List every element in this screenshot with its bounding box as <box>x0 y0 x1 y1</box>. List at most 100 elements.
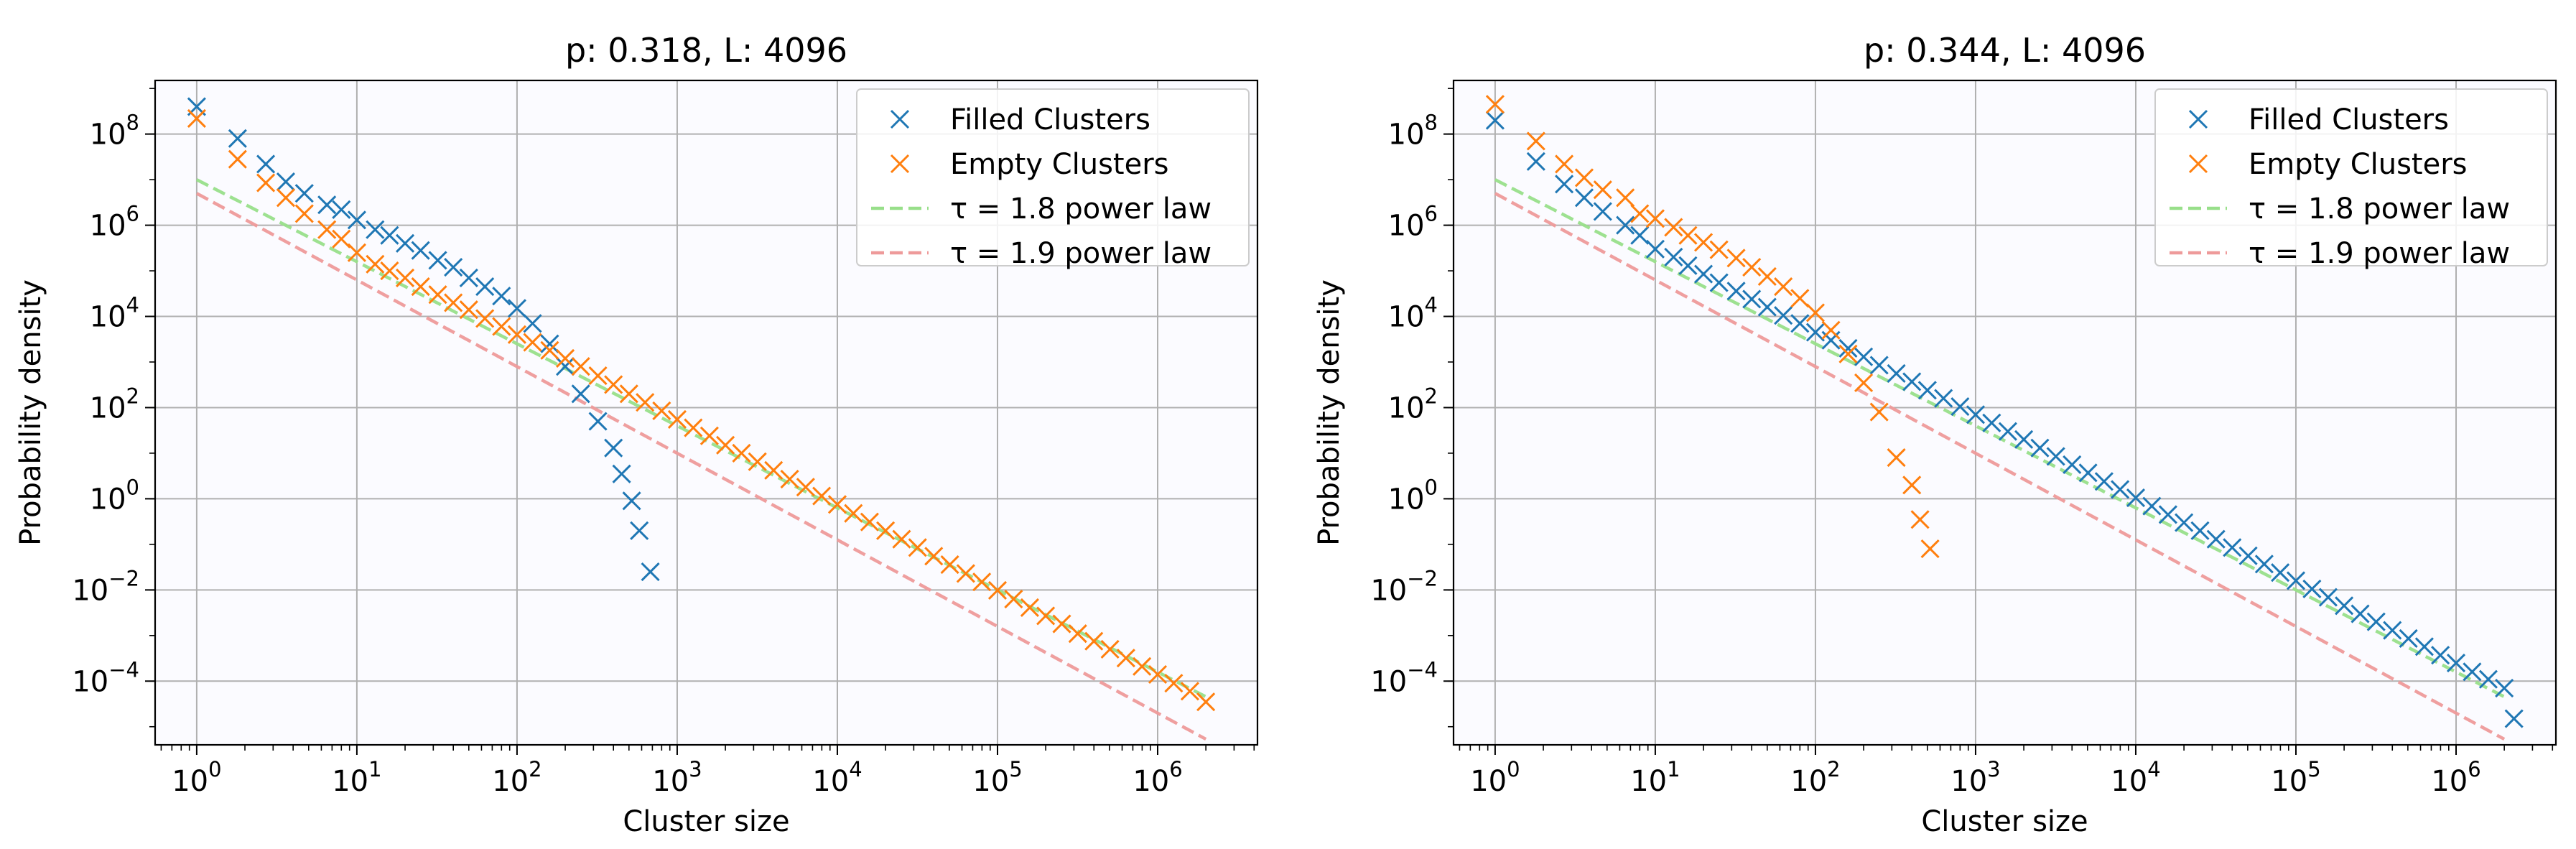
y-axis-label: Probability density <box>1313 279 1346 546</box>
y-tick-label: 108 <box>1388 111 1438 152</box>
filled-clusters-point <box>2030 438 2050 458</box>
x-tick-label: 102 <box>492 757 541 798</box>
empty-clusters-point <box>1133 657 1152 676</box>
empty-clusters-point <box>380 261 399 281</box>
filled-clusters-point <box>294 184 314 203</box>
legend-label-filled-clusters: Filled Clusters <box>950 103 1150 136</box>
empty-clusters-point <box>228 149 247 169</box>
empty-clusters-point <box>507 325 526 344</box>
empty-clusters-point <box>1036 606 1056 626</box>
y-tick-label: 106 <box>90 202 139 243</box>
empty-clusters-point <box>540 340 559 360</box>
empty-clusters-point <box>1910 510 1930 529</box>
empty-clusters-point <box>716 435 735 455</box>
x-tick-label: 104 <box>812 757 862 798</box>
filled-clusters-point <box>604 438 623 458</box>
filled-clusters-point <box>2286 571 2306 590</box>
filled-clusters-point <box>459 268 478 287</box>
chart-panel-1: 100 101 102 103 104 105 106 10−4 10−2 100 102 104 10… <box>14 31 1259 838</box>
empty-clusters-point <box>764 460 784 480</box>
filled-clusters-point <box>1742 289 1762 309</box>
filled-clusters-point <box>2094 472 2114 491</box>
filled-clusters-point <box>2495 679 2514 698</box>
filled-clusters-point <box>317 195 337 215</box>
legend-marker-filled-clusters <box>890 109 910 129</box>
empty-clusters-point <box>475 309 495 328</box>
empty-clusters-point <box>276 188 296 208</box>
empty-clusters-point <box>1485 95 1505 114</box>
empty-clusters-point <box>732 443 751 463</box>
empty-clusters-point <box>1100 639 1120 659</box>
filled-clusters-point <box>2478 669 2498 689</box>
legend: Filled Clusters Empty Clusters τ = 1.8 pow… <box>2154 88 2548 270</box>
empty-clusters-point <box>892 529 911 549</box>
filled-clusters-point <box>2014 430 2034 449</box>
empty-clusters-point <box>1821 320 1841 340</box>
filled-clusters-point <box>2126 488 2146 508</box>
empty-clusters-point <box>1052 614 1071 634</box>
filled-clusters-point <box>1574 188 1594 208</box>
empty-clusters-point <box>1196 692 1216 712</box>
filled-clusters-point <box>1982 413 2001 432</box>
y-tick-label: 102 <box>90 384 139 424</box>
empty-clusters-point <box>1116 649 1135 668</box>
empty-clusters-point <box>987 580 1008 600</box>
empty-clusters-point <box>1805 303 1826 323</box>
empty-clusters-point <box>604 375 623 394</box>
x-tick-label: 105 <box>972 757 1022 798</box>
filled-clusters-point <box>1664 247 1683 267</box>
filled-clusters-point <box>1838 338 1858 358</box>
filled-clusters-point <box>2399 628 2418 649</box>
x-tick-label: 102 <box>1790 757 1840 798</box>
filled-clusters-point <box>1774 306 1793 325</box>
filled-clusters-point <box>2111 480 2130 499</box>
filled-clusters-point <box>276 172 296 192</box>
filled-clusters-point <box>1678 256 1698 275</box>
x-tick-label: 106 <box>2431 757 2480 798</box>
filled-clusters-point <box>540 334 559 353</box>
legend-label-empty-clusters: Empty Clusters <box>950 148 1169 181</box>
filled-clusters-point <box>2504 709 2524 728</box>
empty-clusters-point <box>294 204 314 223</box>
power-law-line-tau-1-9 <box>195 192 1207 741</box>
filled-clusters-point <box>2383 621 2402 640</box>
filled-clusters-point <box>523 314 542 333</box>
empty-clusters-point <box>684 418 703 437</box>
empty-clusters-point <box>556 348 575 368</box>
empty-clusters-point <box>1645 209 1665 228</box>
empty-clusters-point <box>699 426 719 445</box>
empty-clusters-point <box>366 254 385 274</box>
filled-clusters-point <box>1917 381 1937 400</box>
legend-marker-empty-clusters <box>890 154 910 174</box>
x-tick-label: 105 <box>2271 757 2320 798</box>
plot-content <box>187 97 1216 741</box>
filled-clusters-point <box>1616 215 1635 235</box>
empty-clusters-point <box>1887 448 1906 468</box>
filled-clusters-point <box>1693 264 1714 284</box>
filled-clusters-point <box>2223 538 2242 557</box>
empty-clusters-point <box>1742 257 1762 277</box>
empty-clusters-point <box>860 512 879 532</box>
empty-clusters-point <box>1902 475 1922 495</box>
empty-clusters-point <box>667 409 687 429</box>
filled-clusters-point <box>2046 447 2065 466</box>
legend-marker-empty-clusters <box>2188 154 2208 174</box>
empty-clusters-point <box>395 268 415 287</box>
empty-clusters-point <box>1593 180 1612 200</box>
filled-clusters-point <box>1966 405 1986 424</box>
filled-clusters-point <box>1709 273 1729 292</box>
empty-clusters-point <box>1616 188 1635 208</box>
empty-clusters-point <box>1630 204 1650 223</box>
empty-clusters-point <box>1869 402 1889 422</box>
empty-clusters-point <box>1920 539 1940 559</box>
empty-clusters-point <box>1774 277 1793 297</box>
filled-clusters-point <box>2142 496 2162 516</box>
x-tick-label: 104 <box>2111 757 2160 798</box>
filled-clusters-point <box>1869 356 1889 375</box>
empty-clusters-point <box>1020 598 1039 617</box>
filled-clusters-point <box>1726 282 1746 301</box>
empty-clusters-point <box>571 357 590 376</box>
filled-clusters-point <box>2302 579 2322 599</box>
filled-clusters-point <box>1887 363 1906 384</box>
power-law-line-tau-1-8 <box>195 178 1207 698</box>
